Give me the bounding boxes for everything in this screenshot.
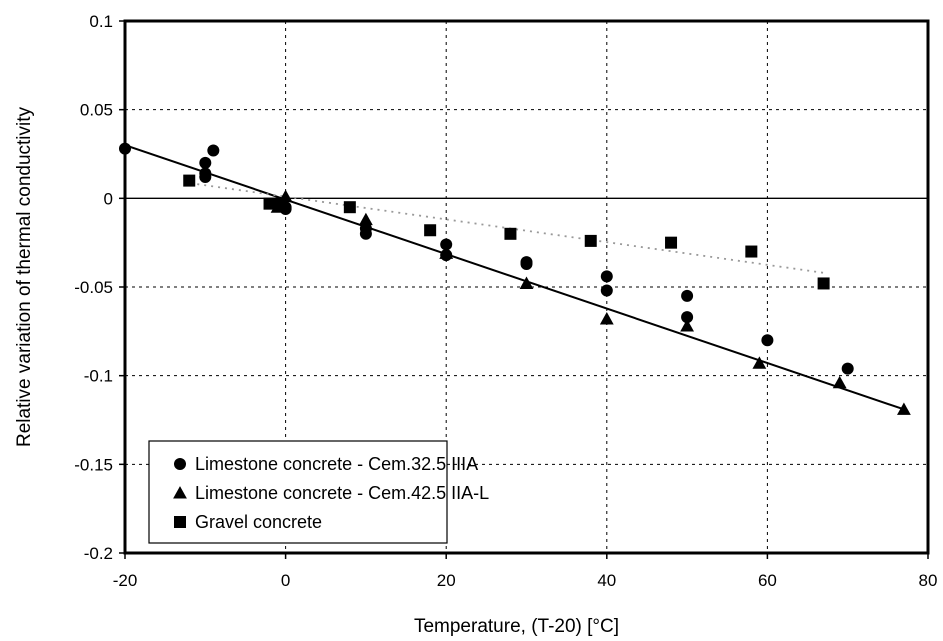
data-point-square — [665, 236, 678, 249]
x-tick-label: 80 — [919, 571, 938, 590]
x-tick-label: 60 — [758, 571, 777, 590]
data-point-circle — [600, 270, 613, 283]
data-point-circle — [761, 334, 774, 347]
data-point-triangle — [897, 402, 911, 415]
y-tick-label: -0.2 — [84, 544, 113, 563]
legend-label: Limestone concrete - Cem.32.5 IIIA — [195, 454, 478, 474]
data-point-circle — [681, 311, 694, 324]
data-point-triangle — [519, 276, 534, 289]
data-point-circle — [199, 171, 212, 184]
data-point-triangle — [359, 212, 373, 226]
data-point-square — [504, 227, 517, 240]
fit-lines — [124, 144, 905, 411]
legend-marker-circle — [174, 458, 186, 470]
data-point-triangle — [752, 356, 767, 369]
legend: Limestone concrete - Cem.32.5 IIIA Limest… — [148, 440, 489, 544]
data-point-circle — [199, 156, 212, 169]
x-tick-label: 40 — [597, 571, 616, 590]
x-axis-ticks: -20 0 20 40 60 80 — [113, 553, 938, 590]
data-point-triangle — [832, 375, 847, 389]
legend-marker-square — [174, 516, 186, 528]
y-tick-label: -0.15 — [74, 455, 113, 474]
y-axis-title: Relative variation of thermal conductivi… — [14, 106, 35, 447]
legend-label: Gravel concrete — [195, 512, 322, 532]
data-point-triangle — [599, 312, 614, 325]
data-point-square — [584, 234, 597, 247]
legend-box — [148, 440, 448, 544]
data-point-circle — [841, 362, 854, 375]
x-tick-label: 20 — [437, 571, 456, 590]
data-point-circle — [681, 289, 694, 302]
data-point-square — [745, 245, 758, 258]
data-point-triangle — [439, 246, 454, 259]
data-point-circle — [600, 284, 613, 297]
x-axis-title: Temperature, (T-20) [°C] — [414, 616, 619, 637]
data-point-square — [183, 174, 196, 187]
data-point-circle — [440, 238, 453, 251]
y-tick-label: 0 — [104, 189, 113, 208]
data-point-circle — [520, 257, 533, 270]
legend-label: Limestone concrete - Cem.42.5 IIA-L — [195, 483, 489, 503]
data-point-circle — [207, 144, 220, 157]
data-point-circle — [359, 227, 372, 240]
y-tick-label: -0.05 — [74, 278, 113, 297]
data-point-square — [343, 201, 356, 214]
data-point-square — [424, 224, 437, 237]
fit-line-solid — [124, 144, 905, 411]
x-tick-label: 0 — [281, 571, 290, 590]
data-points — [119, 142, 911, 415]
y-tick-label: -0.1 — [84, 367, 113, 386]
y-tick-label: 0.1 — [89, 12, 113, 31]
data-point-triangle — [680, 319, 694, 332]
data-point-triangle — [278, 189, 293, 203]
data-point-square — [817, 277, 830, 290]
legend-marker-triangle — [173, 486, 187, 499]
y-axis-ticks: 0.1 0.05 0 -0.05 -0.1 -0.15 -0.2 — [74, 12, 125, 563]
x-tick-label: -20 — [113, 571, 138, 590]
y-tick-label: 0.05 — [80, 101, 113, 120]
data-point-square — [263, 197, 276, 210]
